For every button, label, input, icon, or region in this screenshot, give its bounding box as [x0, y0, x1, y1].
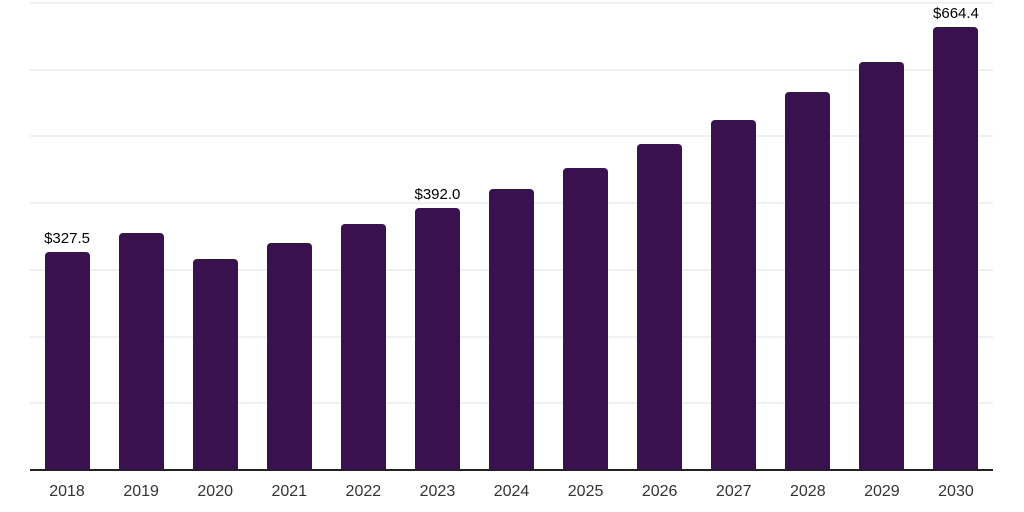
x-tick-label-2027: 2027	[715, 483, 752, 500]
x-tick-label-2021: 2021	[271, 483, 308, 500]
bar-2027	[711, 120, 757, 470]
bar-2028	[785, 92, 831, 470]
gridline-700	[30, 2, 993, 4]
x-tick-label-2025: 2025	[567, 483, 604, 500]
bar-2020	[192, 259, 238, 470]
bar-value-label-2018: $327.5	[44, 229, 90, 247]
x-tick-label-2023: 2023	[419, 483, 456, 500]
bar-2030	[933, 26, 979, 470]
x-axis-line	[30, 469, 993, 471]
bar-2019	[118, 232, 164, 470]
bar-2018	[44, 251, 90, 470]
bar-2025	[563, 167, 609, 470]
bar-2023	[414, 208, 460, 470]
x-tick-label-2028: 2028	[790, 483, 826, 500]
gridline-500	[30, 135, 993, 138]
x-tick-label-2026: 2026	[641, 483, 678, 500]
x-tick-label-2019: 2019	[123, 483, 159, 500]
bar-2021	[266, 242, 312, 470]
x-tick-label-2020: 2020	[197, 483, 233, 500]
x-tick-label-2030: 2030	[938, 483, 974, 500]
x-tick-label-2018: 2018	[49, 483, 85, 500]
x-tick-label-2029: 2029	[864, 483, 900, 500]
x-tick-label-2024: 2024	[493, 483, 530, 500]
x-tick-label-2022: 2022	[345, 483, 382, 500]
bar-2026	[637, 144, 683, 470]
bar-value-label-2030: $664.4	[933, 4, 979, 22]
bar-2029	[859, 61, 905, 470]
bar-2024	[489, 189, 534, 470]
bar-2022	[340, 223, 386, 470]
x-axis-labels: 2018 2019 2020 2021 2022 2023 2024 2025 2026 2027…	[30, 484, 993, 504]
bar-value-label-2023: $392.0	[414, 186, 461, 204]
chart-plot-area: $327.5 $392.0 $664.4	[30, 2, 993, 471]
gridline-600	[30, 68, 993, 71]
